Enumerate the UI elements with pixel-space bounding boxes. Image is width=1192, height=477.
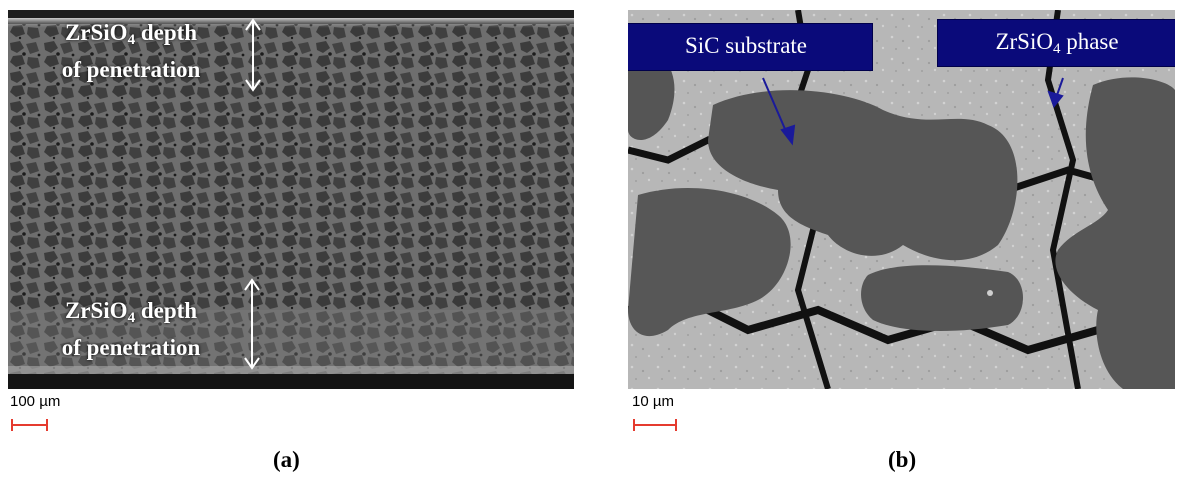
scale-line-b [633, 419, 677, 431]
caption-b: (b) [888, 447, 917, 472]
label-sic-substrate: SiC substrate [628, 23, 873, 71]
scale-line-a [11, 419, 48, 431]
caption-a: (a) [273, 447, 300, 472]
depth-label-bottom: ZrSiO4 depth of penetration [61, 298, 201, 360]
arrow-substrate [762, 77, 796, 146]
depth-label-top: ZrSiO4 depth of penetration [61, 20, 201, 82]
scale-label-b: 10 µm [632, 393, 674, 410]
arrow-phase [1047, 77, 1064, 109]
sem-texture-a [8, 10, 574, 389]
scale-label-a: 100 µm [10, 393, 61, 410]
sem-texture-b [628, 10, 1175, 389]
sem-image-b: SiC substrate ZrSiO4 phase [628, 10, 1175, 389]
depth-arrow-top [245, 18, 261, 92]
depth-arrow-bottom [244, 278, 260, 370]
label-zrsio4-phase: ZrSiO4 phase [937, 19, 1175, 67]
sem-image-a: ZrSiO4 depth of penetration ZrSiO4 depth… [8, 10, 574, 389]
